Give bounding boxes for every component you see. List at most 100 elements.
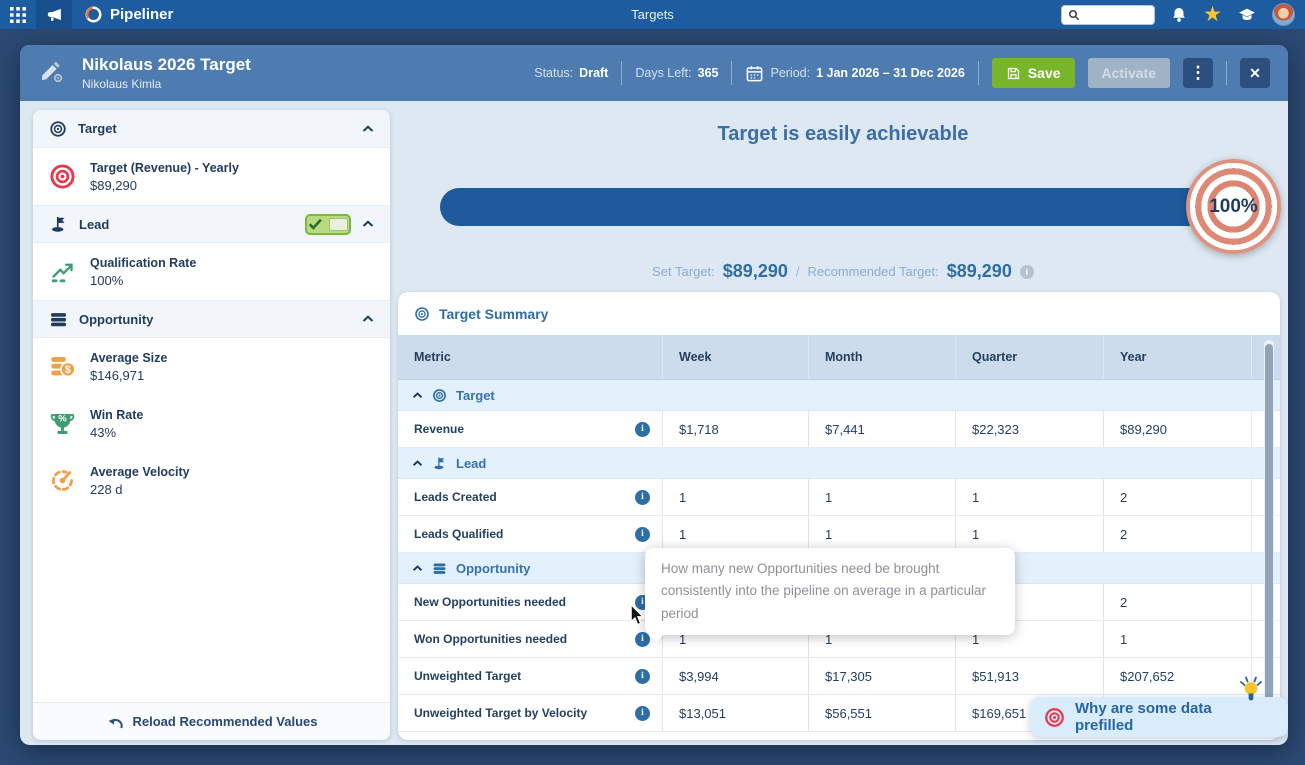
chevron-up-icon[interactable] [362, 220, 374, 228]
scrollbar-thumb[interactable] [1265, 344, 1273, 702]
divider [621, 61, 623, 85]
modal-header-actions: Status: Draft Days Left: 365 Period: 1 Jan … [534, 58, 1270, 88]
group-row-lead: Lead [398, 448, 1280, 479]
brand[interactable]: Pipeliner [84, 5, 173, 24]
col-year: Year [1103, 335, 1252, 379]
metric-label: Won Opportunities needed [414, 632, 568, 646]
sidebar-item-average-velocity[interactable]: Average Velocity 228 d [33, 452, 390, 509]
activate-button[interactable]: Activate [1087, 58, 1170, 88]
progress-percent: 100% [1209, 195, 1258, 217]
item-label: Average Size [90, 350, 168, 365]
chevron-up-icon[interactable] [362, 315, 374, 323]
info-icon[interactable] [635, 668, 650, 684]
learning-cap-icon[interactable] [1237, 6, 1257, 24]
days-left-field: Days Left: 365 [635, 66, 719, 80]
prefilled-data-callout[interactable]: Why are some data prefilled [1030, 697, 1288, 737]
sidebar-item-average-size[interactable]: $ Average Size $146,971 [33, 338, 390, 395]
divider [1226, 61, 1227, 85]
metric-label: Leads Created [414, 490, 497, 504]
divider [977, 61, 979, 85]
favorites-star-icon[interactable] [1203, 4, 1222, 25]
table-row: Leads Created 1 1 1 2 [398, 479, 1280, 516]
target-red-icon [49, 163, 76, 190]
search-icon [1068, 9, 1080, 21]
item-value: 43% [90, 424, 117, 440]
target-progress-badge: 100% [1186, 159, 1281, 254]
metric-label: Revenue [414, 422, 465, 436]
modal-header: Nikolaus 2026 Target Nikolaus Kimla Stat… [20, 45, 1288, 101]
days-left-value: 365 [697, 66, 719, 80]
average-velocity-icon [49, 467, 76, 494]
sidebar-section-opportunity[interactable]: Opportunity [33, 300, 390, 338]
sidebar-item-win-rate[interactable]: % Win Rate 43% [33, 395, 390, 452]
item-value: 228 d [90, 481, 123, 497]
info-icon[interactable] [635, 489, 650, 505]
summary-title-row: Target Summary [398, 292, 1280, 335]
target-icon [414, 306, 430, 322]
app-launcher-button[interactable] [0, 0, 36, 29]
opportunity-icon [49, 310, 68, 329]
info-icon[interactable] [635, 705, 650, 721]
item-value: $146,971 [90, 367, 145, 383]
summary-title: Target Summary [439, 305, 549, 322]
target-summary-panel: Target Summary Metric Week Month Quarter… [398, 292, 1280, 740]
set-target-value: $89,290 [722, 261, 788, 281]
metric-label: Unweighted Target by Velocity [414, 706, 588, 720]
notifications-bell-icon[interactable] [1170, 6, 1188, 24]
chevron-up-icon[interactable] [412, 564, 423, 572]
grid-icon [10, 6, 26, 23]
target-title: Nikolaus 2026 Target [82, 55, 251, 74]
table-row: Revenue $1,718 $7,441 $22,323 $89,290 [398, 411, 1280, 448]
target-icon [432, 388, 447, 403]
table-header-row: Metric Week Month Quarter Year [398, 335, 1280, 380]
recommended-target-value: $89,290 [946, 261, 1012, 281]
main-content: Target is easily achievable 100% Set Tar… [398, 101, 1288, 745]
sidebar-section-target[interactable]: Target [33, 110, 390, 148]
svg-text:$: $ [65, 364, 71, 376]
more-options-button[interactable] [1183, 58, 1213, 88]
brand-name: Pipeliner [110, 6, 174, 23]
info-icon[interactable] [1019, 264, 1034, 279]
chevron-up-icon[interactable] [412, 391, 423, 399]
metric-label: Unweighted Target [414, 669, 522, 683]
group-row-target: Target [398, 380, 1280, 411]
info-icon[interactable] [635, 421, 650, 437]
search-input[interactable] [1084, 8, 1145, 21]
pipeliner-logo-icon [84, 5, 103, 24]
announcements-button[interactable] [36, 0, 72, 29]
lightbulb-icon [1234, 673, 1268, 707]
edit-gear-icon [38, 58, 68, 88]
item-label: Target (Revenue) - Yearly [90, 160, 239, 175]
item-value: 100% [90, 272, 124, 288]
set-target-line: Set Target: $89,290 / Recommended Target… [398, 261, 1288, 282]
megaphone-icon [46, 6, 63, 23]
sidebar-item-target-revenue[interactable]: Target (Revenue) - Yearly $89,290 [33, 148, 390, 205]
period-value: 1 Jan 2026 – 31 Dec 2026 [816, 66, 965, 80]
item-value: $89,290 [90, 177, 137, 193]
close-button[interactable] [1240, 58, 1270, 88]
reload-recommended-values-button[interactable]: Reload Recommended Values [33, 702, 390, 740]
win-rate-icon: % [49, 410, 76, 437]
qualification-rate-icon [49, 258, 76, 285]
achievability-headline: Target is easily achievable [717, 123, 969, 145]
lead-toggle[interactable] [305, 213, 351, 235]
lead-flag-icon [49, 215, 68, 234]
search-box[interactable] [1061, 4, 1156, 25]
chevron-up-icon[interactable] [362, 124, 374, 133]
chevron-up-icon[interactable] [412, 459, 423, 467]
period-field: Period: 1 Jan 2026 – 31 Dec 2026 [745, 64, 965, 83]
info-icon[interactable] [635, 631, 650, 647]
status-field: Status: Draft [534, 66, 609, 80]
opportunity-icon [432, 561, 447, 576]
user-avatar[interactable] [1272, 3, 1295, 26]
col-month: Month [808, 335, 955, 379]
metric-label: Leads Qualified [414, 527, 504, 541]
sidebar-section-lead[interactable]: Lead [33, 205, 390, 243]
target-progress-bar [440, 188, 1240, 226]
info-icon[interactable] [635, 526, 650, 542]
save-button[interactable]: Save [991, 58, 1075, 88]
average-size-icon: $ [49, 353, 76, 380]
sidebar-item-qualification-rate[interactable]: Qualification Rate 100% [33, 243, 390, 300]
divider [731, 61, 733, 85]
